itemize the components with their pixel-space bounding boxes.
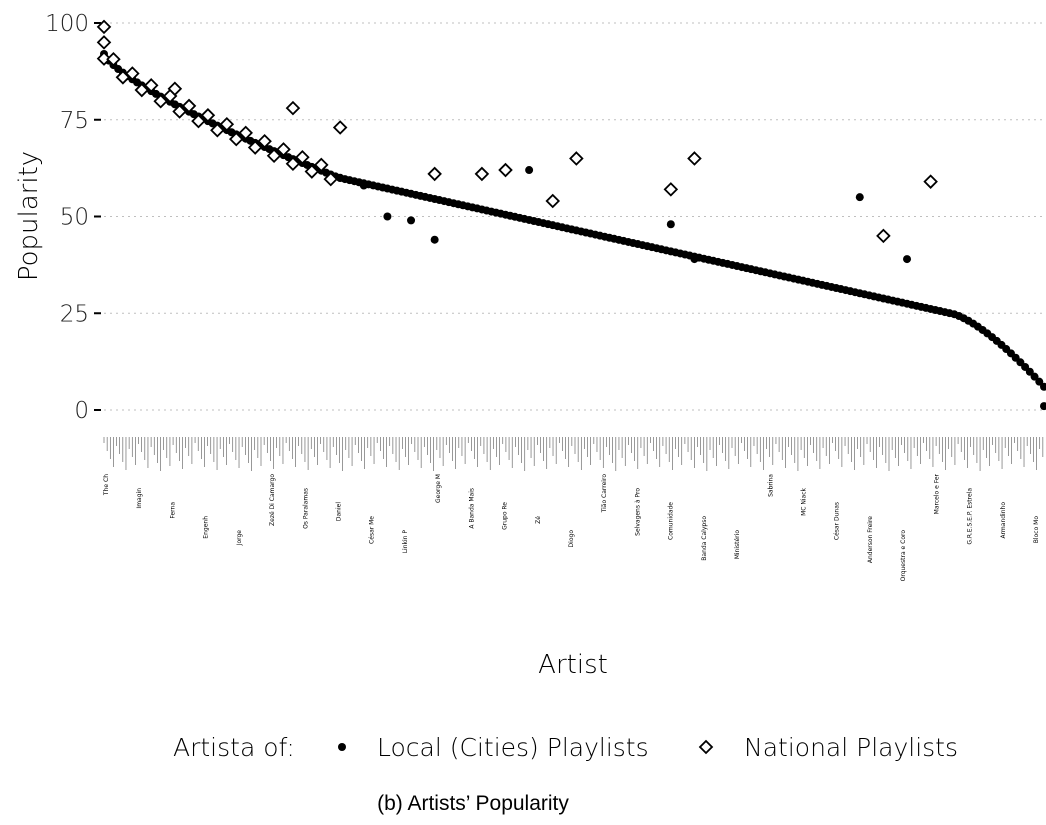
legend-title: Artista of: [173, 733, 295, 762]
national-point [96, 19, 112, 35]
local-point [383, 212, 392, 221]
local-point [1030, 372, 1039, 381]
national-point [191, 113, 206, 129]
x-tick-label: G.R.E.S.E.P. Estrela [967, 488, 974, 545]
x-tick-label: César Dunas [834, 502, 841, 540]
x-tick-label: Orquestra e Coro [900, 530, 907, 582]
legend: Artista of: Local (Cities) Playlists Natio… [173, 733, 958, 762]
y-tick-label: 100 [45, 11, 89, 37]
x-tick-label: Os Paralamas [302, 488, 309, 529]
x-tick-label: Daniel [336, 502, 343, 521]
national-point [285, 100, 301, 116]
scatter-chart: 0 25 50 75 100 The Ch Imagin Ferna Engenh Jorge Z… [14, 11, 1046, 762]
x-tick-label: Linkin P [402, 530, 409, 554]
national-point [153, 93, 168, 109]
x-tick-label: Bloco Mo [1033, 516, 1040, 544]
national-point [285, 156, 301, 172]
x-tick-label: César Me [369, 516, 376, 544]
national-point [474, 166, 490, 182]
x-tick-label: Armandinho [1000, 502, 1007, 539]
grid-lines [104, 22, 1046, 411]
x-tick-label: Ministério [734, 530, 741, 560]
x-tick-label: Anderson Freire [867, 516, 874, 563]
legend-national-label: National Playlists [744, 733, 958, 762]
national-point [143, 78, 159, 93]
x-tick-label: Zé [535, 516, 542, 524]
national-point [545, 193, 561, 209]
local-point [525, 166, 534, 175]
x-tick-label: The Ch [103, 474, 110, 496]
x-tick-label: A Banda Mais [468, 488, 475, 529]
y-axis-title: Popularity [14, 151, 44, 281]
data-points [96, 19, 1046, 411]
national-point [304, 164, 320, 179]
national-point [923, 174, 938, 189]
national-point [323, 171, 339, 187]
national-point [134, 82, 150, 98]
x-tick-label: Diogo [568, 530, 575, 548]
national-point [276, 142, 291, 157]
local-point [1040, 402, 1046, 411]
legend-national-marker [698, 739, 714, 755]
national-point [228, 131, 244, 147]
x-tick-label: Grupo Re [502, 502, 509, 530]
national-point [569, 151, 584, 166]
figure-caption: (b) Artists’ Popularity [377, 792, 569, 815]
national-point [266, 148, 282, 164]
national-point [172, 104, 187, 119]
national-point [167, 81, 183, 97]
national-point [96, 51, 112, 66]
x-tick-label: Ferna [169, 502, 176, 519]
legend-local-marker [338, 743, 346, 751]
y-tick-label: 50 [60, 205, 89, 231]
national-point [295, 149, 310, 165]
national-point [181, 98, 197, 114]
x-tick-label: MC Niack [801, 487, 808, 515]
local-point [407, 216, 416, 225]
national-point [219, 117, 235, 132]
y-tick-label: 25 [60, 301, 89, 327]
local-point [336, 173, 345, 182]
national-point [106, 52, 121, 67]
x-axis-title: Artist [538, 650, 608, 680]
local-point [1040, 382, 1046, 391]
y-tick-label: 75 [60, 108, 89, 134]
legend-local-label: Local (Cities) Playlists [377, 733, 649, 762]
national-point [125, 66, 140, 81]
local-point [855, 193, 864, 202]
national-point [687, 151, 702, 166]
national-point [314, 157, 329, 173]
national-point [238, 125, 253, 141]
local-point [666, 220, 675, 229]
y-axis: 0 25 50 75 100 [45, 11, 101, 424]
local-point [903, 255, 912, 264]
national-point [96, 35, 112, 50]
local-point [1035, 377, 1044, 386]
x-tick-label: Marcelo e Fer [933, 473, 940, 514]
national-point [257, 133, 272, 149]
x-tick-label: Selvagens à Pro [634, 488, 641, 536]
x-tick-label: Jorge [236, 530, 243, 547]
national-point [427, 166, 442, 182]
x-tick-label: Comunidade [668, 502, 675, 540]
national-point [332, 120, 348, 135]
national-point [663, 182, 679, 197]
x-tick-labels: The Ch Imagin Ferna Engenh Jorge Zezé Di Cama… [103, 437, 1044, 582]
national-point [210, 123, 225, 138]
national-point [200, 108, 216, 123]
national-point [247, 140, 263, 155]
local-point [430, 235, 439, 244]
x-tick-label: Zezé Di Camargo [269, 474, 276, 526]
local-point [690, 255, 699, 264]
x-tick-label: Tião Carreiro [601, 474, 608, 514]
x-tick-label: Sabrina [767, 474, 774, 497]
y-tick-label: 0 [74, 398, 89, 424]
national-point [876, 228, 891, 244]
local-point [359, 181, 368, 190]
x-tick-label: Imagin [136, 488, 143, 509]
x-tick-label: George M [435, 474, 442, 503]
x-tick-label: Engenh [203, 516, 210, 539]
national-point [498, 162, 513, 178]
x-tick-label: Banda Calypso [701, 516, 708, 561]
